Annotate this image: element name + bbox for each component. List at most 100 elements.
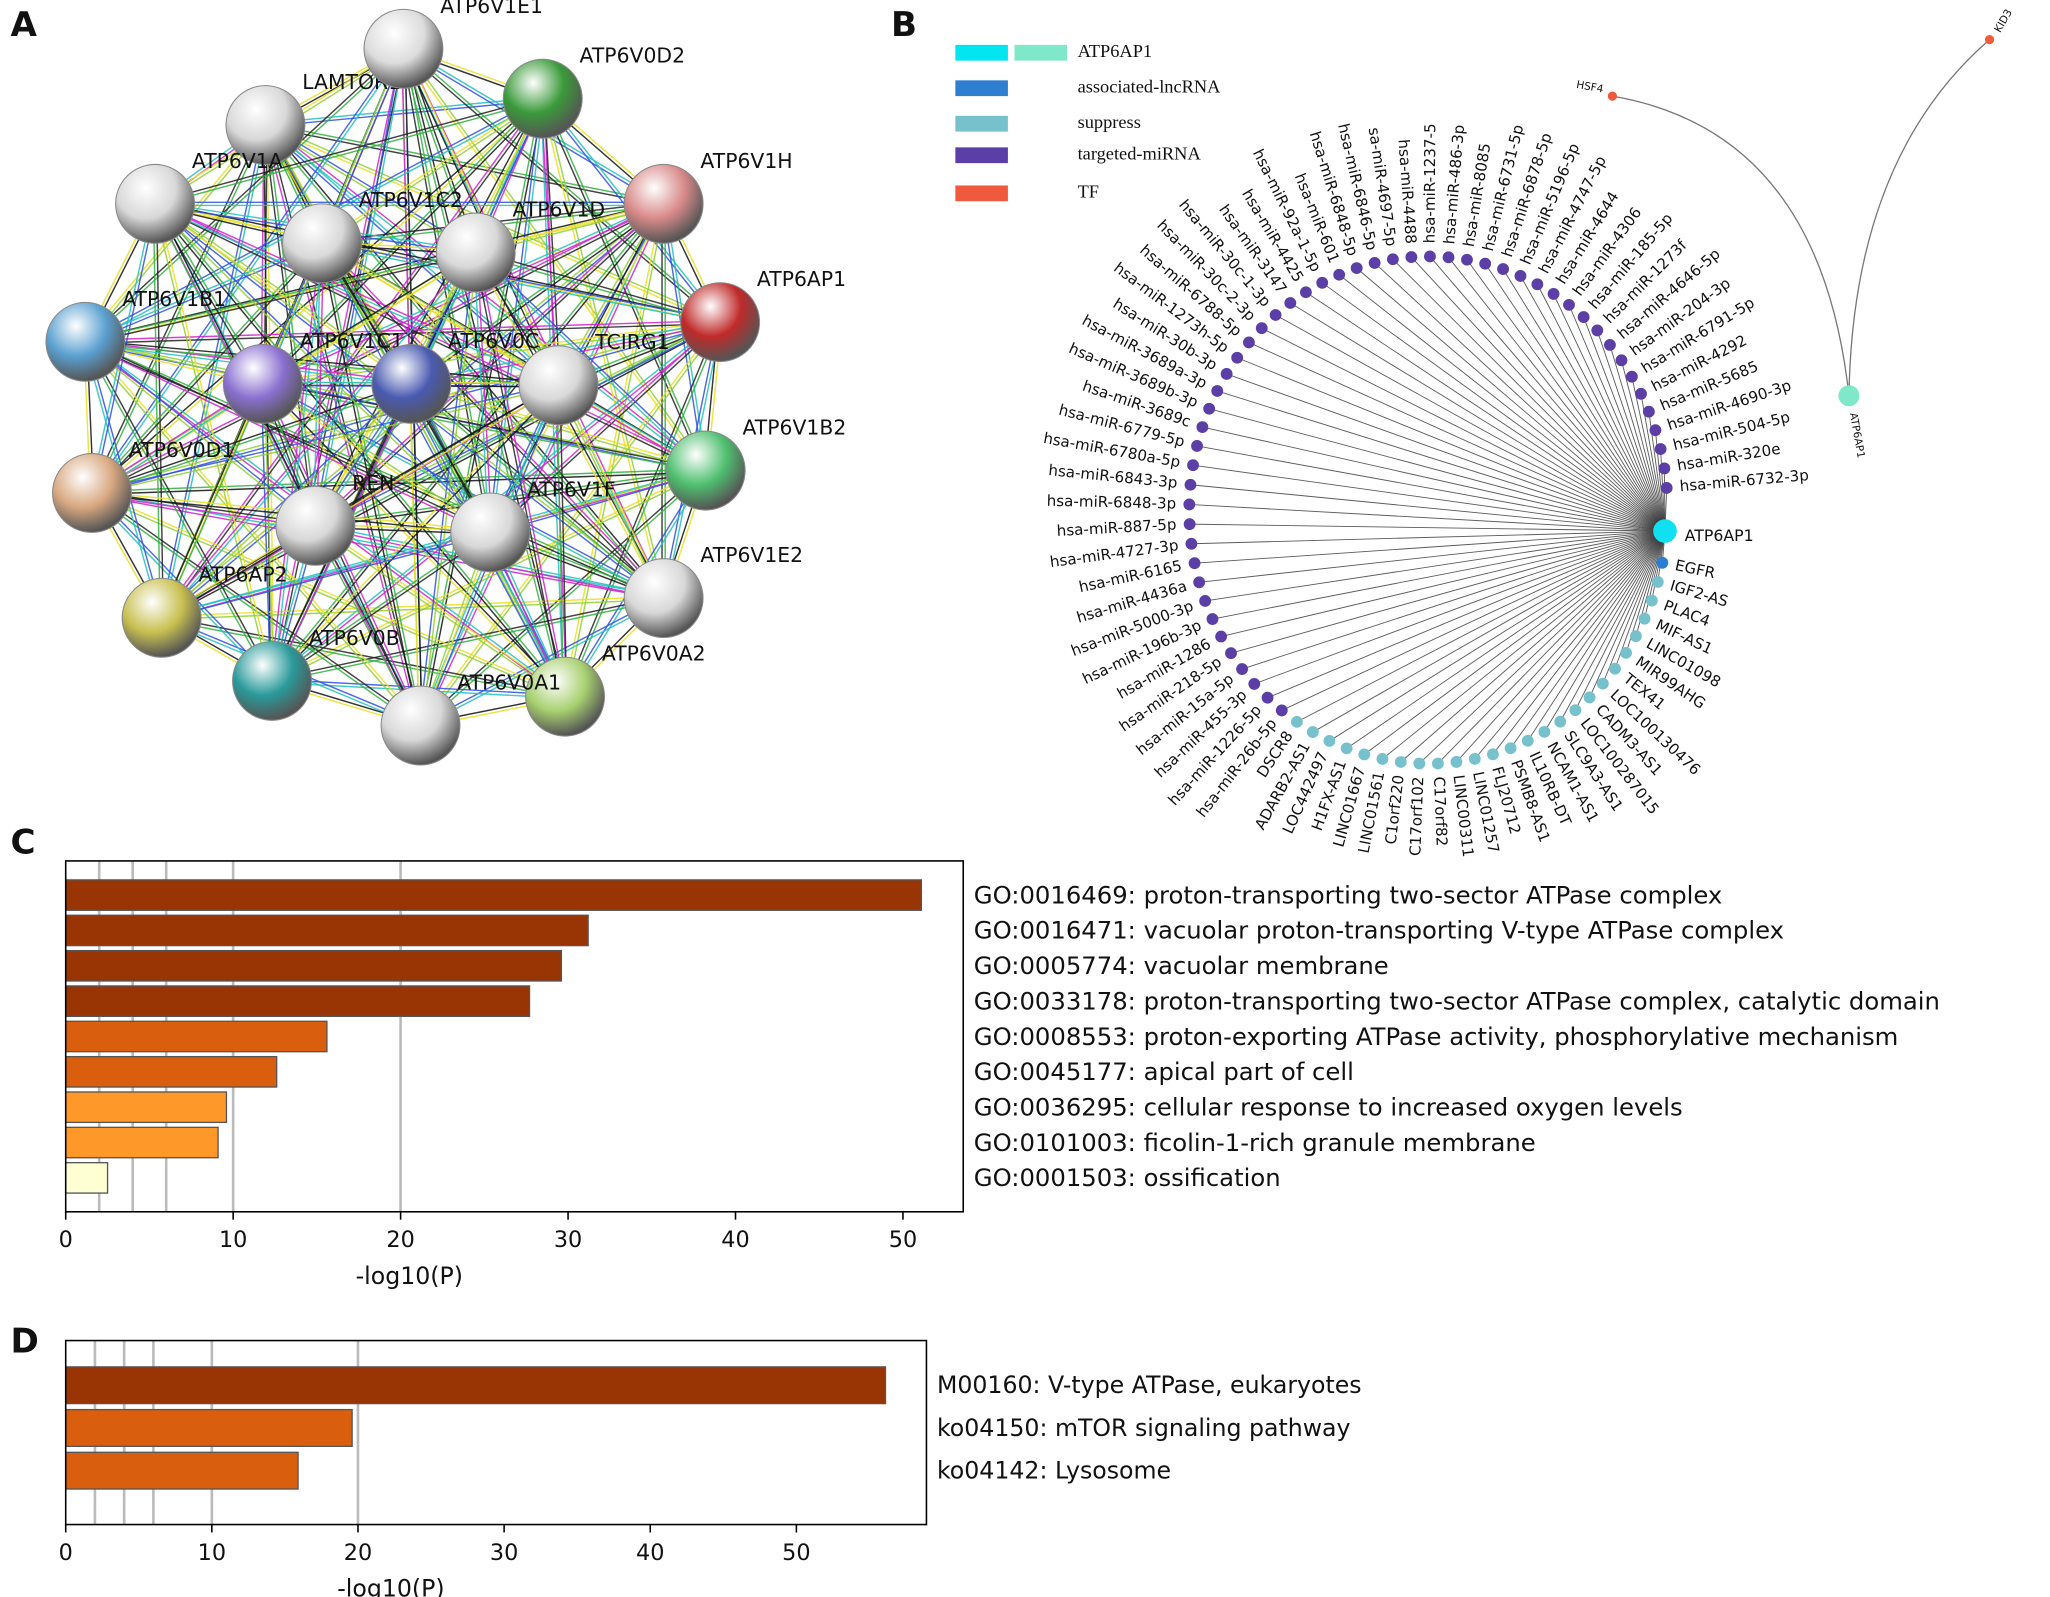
edge — [404, 48, 414, 384]
bar — [65, 985, 531, 1017]
rna-node — [1376, 753, 1389, 765]
protein-node — [380, 685, 461, 766]
rna-node — [1620, 646, 1632, 659]
rna-node — [1206, 613, 1219, 625]
edge — [271, 468, 706, 681]
x-tick-label: 40 — [721, 1227, 749, 1253]
edge — [320, 96, 543, 243]
link — [1290, 302, 1666, 532]
rna-node — [1609, 662, 1621, 675]
edge — [272, 385, 561, 683]
edge — [313, 243, 322, 526]
edge — [155, 201, 560, 385]
rna-node — [1531, 278, 1544, 291]
link — [1640, 393, 1666, 532]
rna-node — [1554, 715, 1567, 728]
link — [1392, 258, 1666, 532]
edge — [153, 204, 490, 535]
edge — [270, 383, 558, 681]
protein-node — [502, 58, 583, 139]
edge — [556, 385, 565, 697]
edge — [262, 319, 721, 384]
edge — [559, 385, 568, 697]
edge — [154, 204, 706, 473]
rna-node — [1183, 518, 1196, 531]
rna-node — [1432, 757, 1444, 770]
category-label: ko04142: Lysosome — [937, 1456, 1171, 1484]
protein-label: ATP6AP1 — [757, 267, 846, 291]
edge — [475, 250, 721, 322]
category-label: GO:0016471: vacuolar proton-transporting… — [974, 916, 1784, 945]
protein-node — [52, 453, 132, 533]
edge — [409, 384, 664, 600]
edge — [89, 124, 265, 493]
rna-node — [1220, 368, 1233, 380]
link — [1275, 314, 1666, 532]
legend-label: TF — [1078, 182, 1099, 202]
edge — [476, 252, 493, 533]
protein-label: ATP6AP2 — [198, 563, 287, 587]
link — [1226, 373, 1666, 532]
rna-node — [1211, 385, 1224, 397]
edge — [92, 386, 560, 496]
link — [1281, 530, 1666, 711]
edge — [314, 526, 565, 699]
category-label: GO:0005774: vacuolar membrane — [974, 951, 1389, 980]
rna-label: hsa-miR-1237-5 — [1421, 123, 1440, 243]
edge — [315, 468, 706, 525]
protein-node — [525, 656, 606, 737]
tf-label: HSF4 — [1575, 79, 1604, 96]
link — [1305, 291, 1666, 532]
edge — [261, 201, 664, 384]
edge — [322, 241, 721, 322]
edge — [155, 201, 413, 384]
rna-label: hsa-miR-6848-3p — [1046, 492, 1176, 513]
rna-node — [1660, 482, 1673, 494]
rna-node — [1231, 351, 1244, 364]
edge — [92, 99, 545, 495]
edge — [403, 47, 722, 322]
rna-node — [1193, 576, 1206, 589]
link — [1267, 530, 1666, 699]
x-tick-label: 30 — [490, 1540, 518, 1566]
link — [1502, 268, 1666, 532]
panel-label: B — [891, 5, 917, 45]
category-label: GO:0008553: proton-exporting ATPase acti… — [974, 1022, 1899, 1051]
edge — [261, 250, 476, 384]
edge — [84, 342, 490, 535]
edge — [152, 204, 272, 682]
x-tick-label: 50 — [889, 1227, 917, 1253]
protein-label: REN — [352, 471, 394, 495]
rna-node — [1569, 704, 1582, 717]
category-label: GO:0036295: cellular response to increas… — [974, 1092, 1683, 1121]
rna-node — [1645, 594, 1658, 607]
link — [1631, 376, 1666, 532]
tf-label: KID3 — [1992, 7, 2015, 34]
edge — [322, 241, 560, 385]
edge — [473, 252, 490, 533]
bar — [65, 1126, 219, 1159]
link — [1568, 304, 1666, 532]
edge — [404, 47, 708, 471]
protein-label: ATP6V1F — [527, 477, 616, 501]
rna-node — [1333, 268, 1346, 281]
panel-label: D — [11, 1322, 39, 1362]
edge — [316, 243, 325, 526]
edge — [92, 471, 706, 496]
edge — [562, 321, 720, 697]
category-label: GO:0016469: proton-transporting two-sect… — [974, 880, 1723, 909]
edge — [473, 252, 663, 600]
link — [1189, 523, 1665, 532]
edge — [261, 384, 565, 699]
protein-node — [115, 163, 196, 244]
edge — [92, 491, 422, 725]
link — [1189, 503, 1665, 532]
rna-label: C17orf102 — [1406, 776, 1427, 856]
rna-node — [1183, 498, 1196, 511]
protein-node — [282, 203, 362, 284]
edge — [264, 125, 706, 473]
rna-node — [1604, 338, 1616, 351]
edge — [475, 253, 720, 325]
x-tick-label: 0 — [59, 1540, 73, 1566]
edge — [411, 204, 665, 386]
